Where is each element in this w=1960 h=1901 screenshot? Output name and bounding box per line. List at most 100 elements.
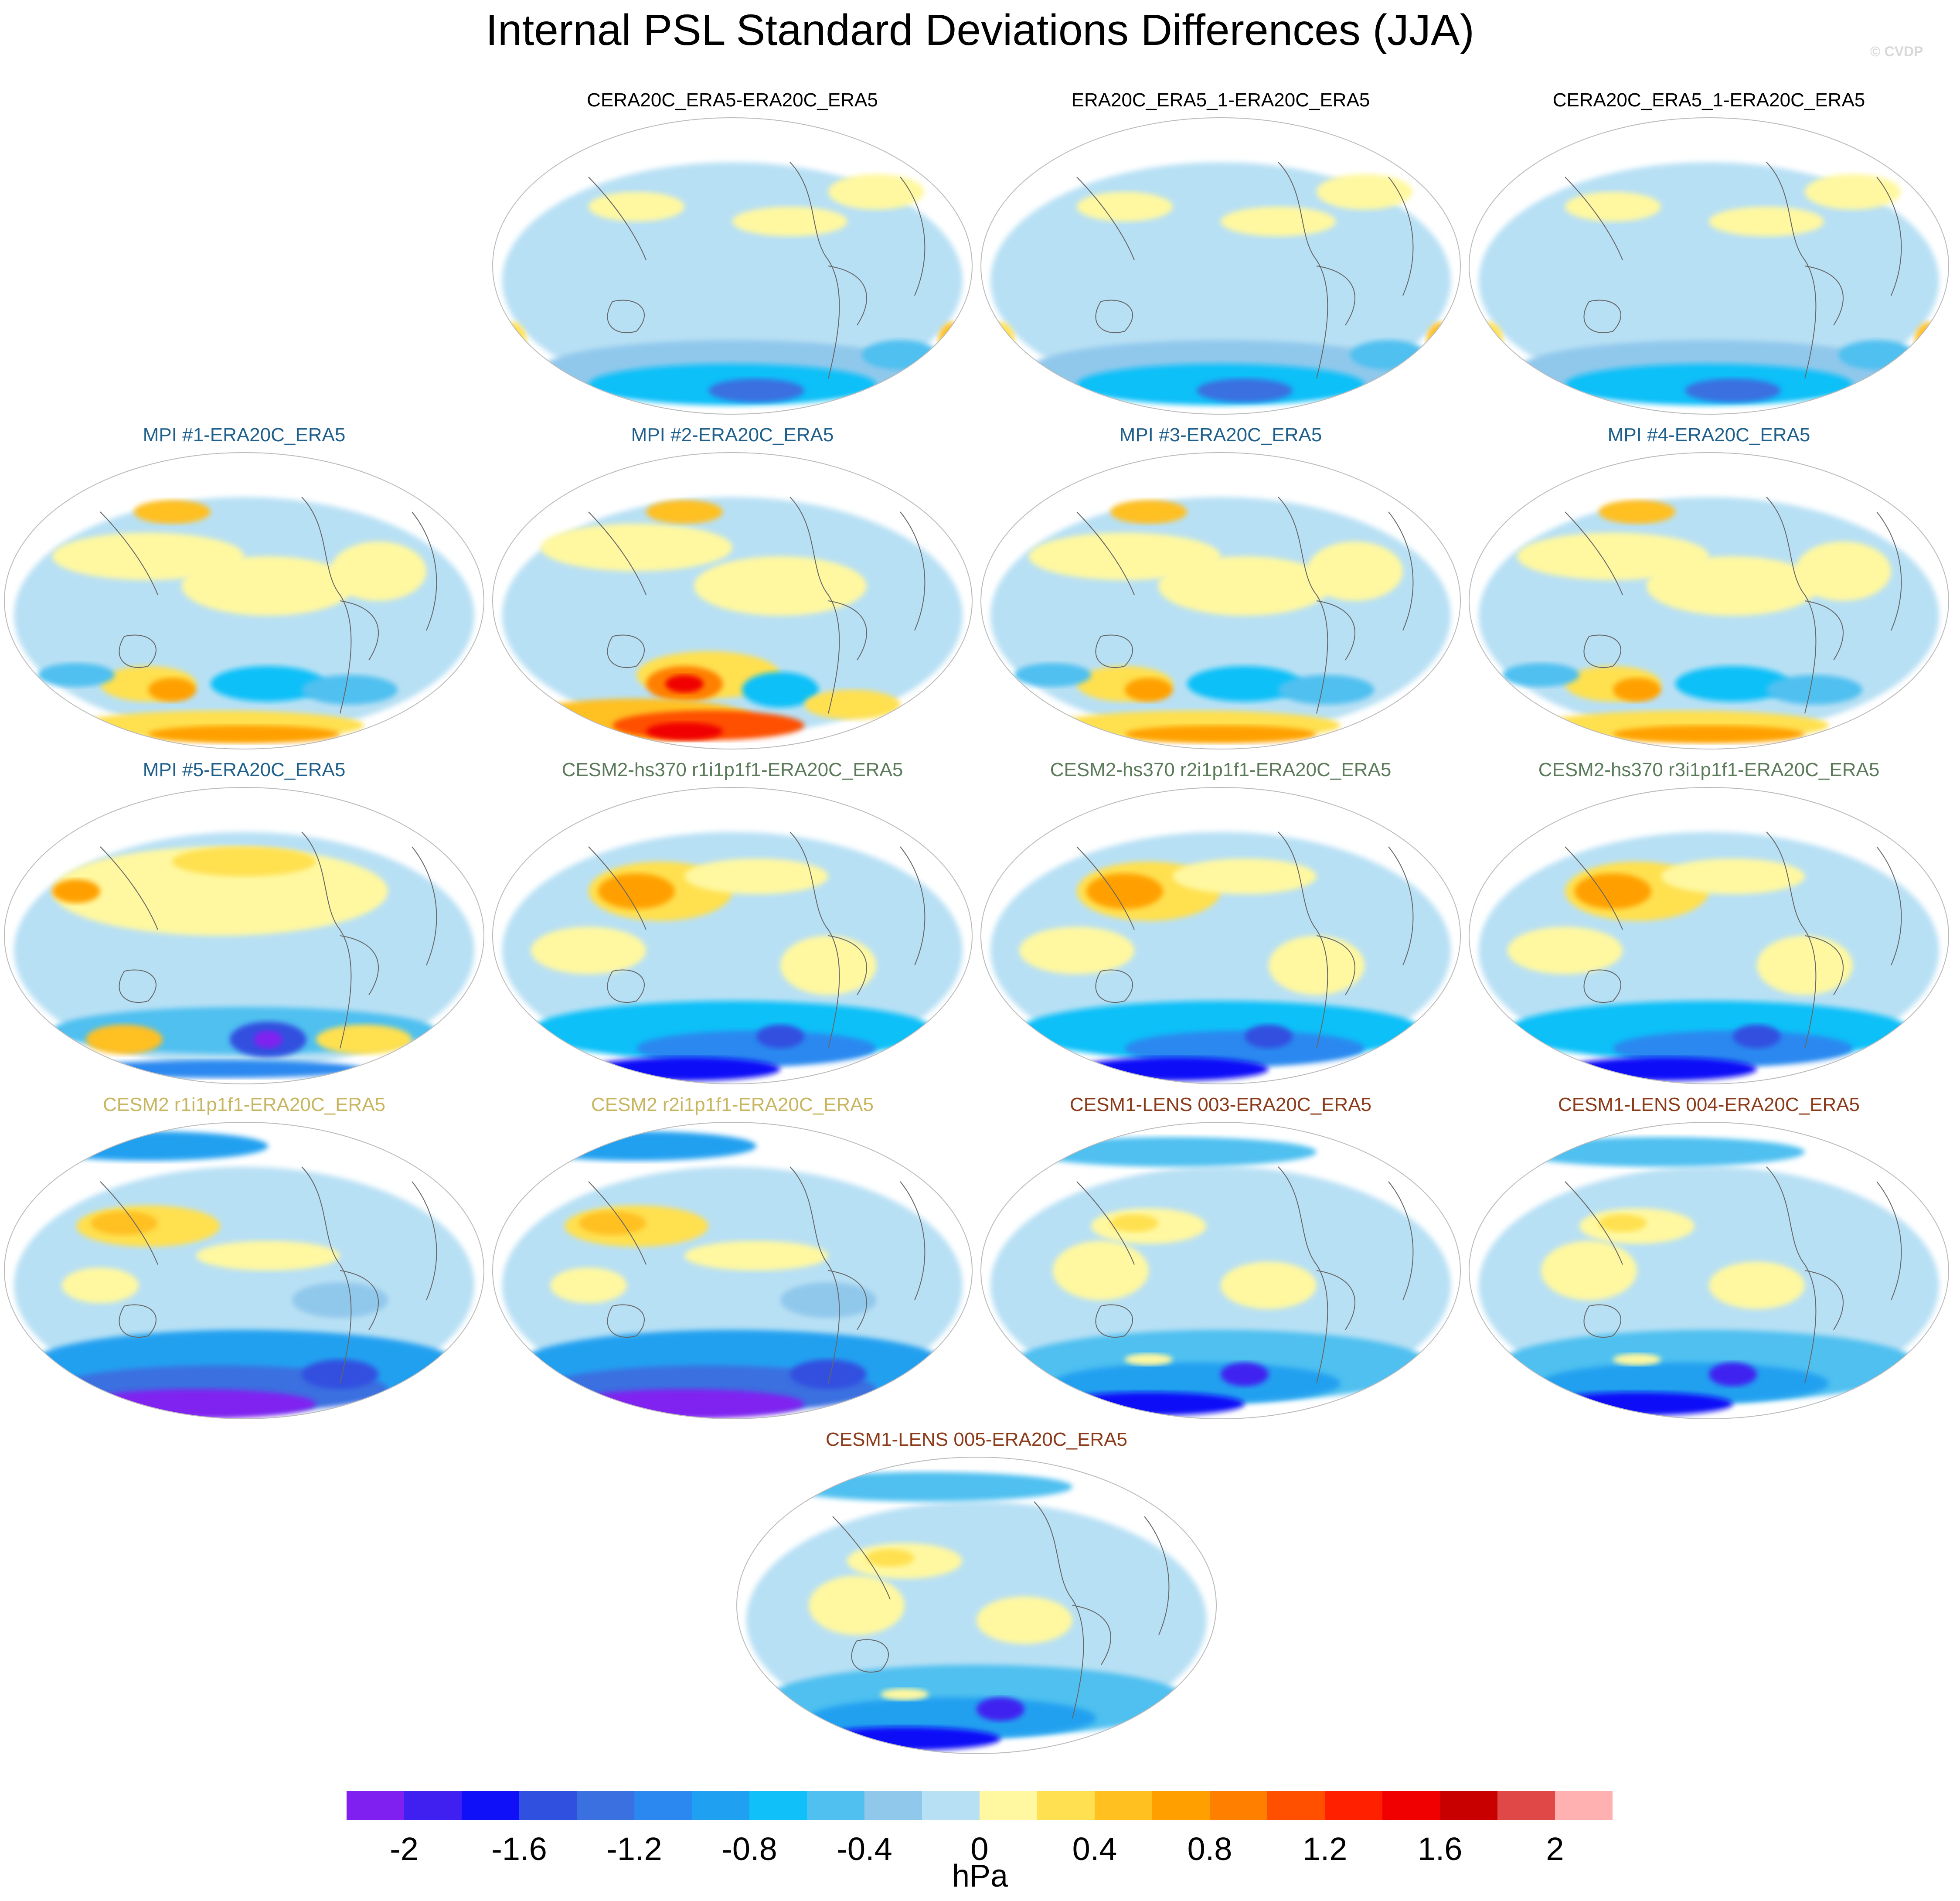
colorbar-swatch <box>864 1791 922 1820</box>
contour-region <box>780 1282 876 1318</box>
map-panel: ERA20C_ERA5_1-ERA20C_ERA5 <box>977 87 1465 419</box>
colorbar-swatch <box>347 1791 404 1820</box>
world-map <box>492 452 973 749</box>
map-panel: CESM2-hs370 r2i1p1f1-ERA20C_ERA5 <box>977 757 1465 1088</box>
map-border <box>980 1122 1461 1419</box>
contour-region <box>1766 675 1862 705</box>
contour-region <box>172 847 316 876</box>
contour-region <box>866 1549 914 1567</box>
contour-region <box>1029 532 1221 580</box>
map-panel: CERA20C_ERA5-ERA20C_ERA5 <box>488 87 977 419</box>
colorbar-swatch <box>1267 1791 1325 1820</box>
coastline <box>588 497 926 714</box>
contour-region <box>1517 532 1709 580</box>
contour-region <box>589 1057 780 1081</box>
coastline <box>1565 1166 1902 1383</box>
colorbar-swatch <box>1440 1791 1497 1820</box>
contour-region <box>708 378 804 402</box>
colorbar-tick-label: 2 <box>1546 1831 1564 1867</box>
contour-region <box>531 927 646 974</box>
world-map <box>492 117 973 415</box>
contour-region <box>254 1030 282 1049</box>
contour-region <box>541 524 732 571</box>
colorbar-swatch <box>807 1791 864 1820</box>
contour-region <box>881 1688 929 1700</box>
colorbar-swatch <box>1210 1791 1267 1820</box>
map-border <box>980 117 1461 415</box>
map-border <box>736 1457 1217 1754</box>
contour-region <box>939 322 967 358</box>
contour-region <box>1221 1261 1317 1309</box>
contour-region <box>1599 500 1675 524</box>
colorbar-swatch <box>577 1791 634 1820</box>
colorbar-swatch <box>519 1791 577 1820</box>
contour-region <box>1125 678 1173 702</box>
map-panel: CESM1-LENS 005-ERA20C_ERA5 <box>732 1427 1221 1758</box>
contour-region <box>1613 1353 1661 1366</box>
panel-title: MPI #1-ERA20C_ERA5 <box>143 424 346 446</box>
contour-region <box>1757 936 1853 995</box>
coastline <box>1565 162 1902 379</box>
panel-title: CERA20C_ERA5_1-ERA20C_ERA5 <box>1552 89 1865 111</box>
colorbar-tick-label: -1.2 <box>606 1831 662 1867</box>
panel-title: MPI #4-ERA20C_ERA5 <box>1607 424 1810 446</box>
world-map <box>1469 117 1949 415</box>
contour-region <box>646 500 723 524</box>
contour-region <box>1709 1362 1757 1387</box>
contour-region <box>1838 340 1915 370</box>
coastline <box>1076 162 1414 379</box>
colorbar-units: hPa <box>952 1859 1008 1894</box>
panel-title: MPI #2-ERA20C_ERA5 <box>631 424 834 446</box>
contour-region <box>1125 1353 1173 1366</box>
world-map <box>980 452 1461 749</box>
contour-region <box>517 1131 756 1161</box>
coastline <box>1076 831 1414 1049</box>
contour-region <box>1187 666 1302 702</box>
map-border <box>1469 452 1949 749</box>
map-panel: MPI #5-ERA20C_ERA5 <box>0 757 488 1088</box>
panel-title: CESM2-hs370 r2i1p1f1-ERA20C_ERA5 <box>1050 759 1392 780</box>
contour-region <box>732 207 847 236</box>
contour-region <box>497 322 526 358</box>
contour-region <box>1565 1057 1757 1081</box>
colorbar-swatch <box>1152 1791 1210 1820</box>
contour-region <box>1221 207 1336 236</box>
world-map <box>4 1122 484 1419</box>
contour-region <box>1565 192 1661 221</box>
map-border <box>1469 1122 1949 1419</box>
contour-region <box>828 174 924 210</box>
contour-region <box>1503 663 1579 687</box>
map-border <box>980 787 1461 1084</box>
contour-region <box>1685 378 1781 402</box>
colorbar-swatch <box>1037 1791 1095 1820</box>
contour-region <box>780 936 876 995</box>
colorbar-tick-label: 0 <box>970 1831 989 1867</box>
contour-region <box>550 1267 627 1303</box>
panel-title: CESM2 r1i1p1f1-ERA20C_ERA5 <box>102 1094 386 1115</box>
contour-region <box>86 1025 163 1054</box>
coastline <box>1565 497 1902 714</box>
contour-region <box>1733 1025 1781 1049</box>
world-map <box>980 117 1461 415</box>
world-map <box>980 1122 1461 1419</box>
contour-region <box>38 663 115 687</box>
contour-region <box>1474 322 1503 358</box>
contour-region <box>52 532 244 580</box>
panel-title: MPI #5-ERA20C_ERA5 <box>143 759 346 780</box>
contour-region <box>646 722 723 740</box>
colorbar-swatch <box>1555 1791 1613 1820</box>
contour-region <box>211 666 326 702</box>
world-map <box>980 787 1461 1084</box>
coastline <box>100 1166 437 1383</box>
coastline <box>1076 497 1414 714</box>
map-border <box>4 1122 484 1419</box>
contour-region <box>182 556 354 616</box>
colorbar-swatch <box>634 1791 692 1820</box>
contour-region <box>76 1389 316 1419</box>
contour-region <box>684 1241 828 1271</box>
contour-region <box>977 1697 1024 1721</box>
colorbar-swatch <box>1497 1791 1555 1820</box>
contour-region <box>76 1060 364 1078</box>
contour-region <box>28 1131 268 1161</box>
figure-title: Internal PSL Standard Deviations Differe… <box>486 6 1474 55</box>
